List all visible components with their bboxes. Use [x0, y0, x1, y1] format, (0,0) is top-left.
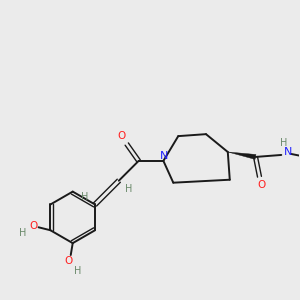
Text: N: N: [160, 151, 169, 161]
Polygon shape: [228, 152, 256, 159]
Text: O: O: [64, 256, 73, 266]
Text: N: N: [284, 147, 292, 157]
Text: O: O: [257, 180, 266, 190]
Text: H: H: [19, 228, 26, 238]
Text: O: O: [29, 221, 38, 231]
Text: O: O: [118, 131, 126, 141]
Text: H: H: [74, 266, 81, 276]
Text: H: H: [125, 184, 132, 194]
Text: H: H: [81, 192, 89, 202]
Text: H: H: [280, 138, 287, 148]
